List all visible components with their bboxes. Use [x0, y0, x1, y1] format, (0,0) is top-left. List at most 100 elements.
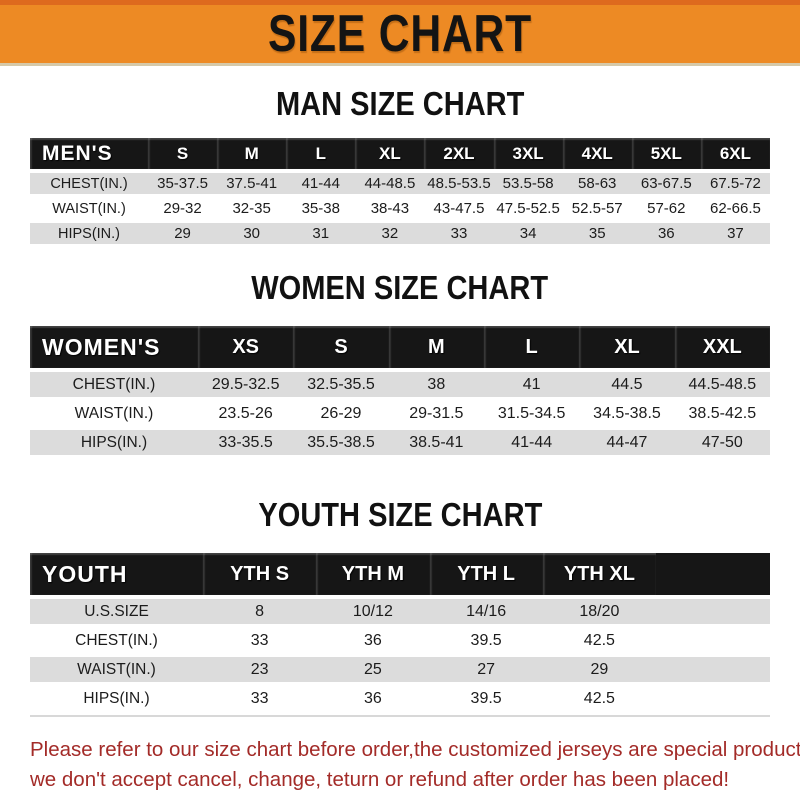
- value-cell: 29-31.5: [409, 404, 464, 422]
- value-cell: 32.5-35.5: [307, 375, 375, 393]
- row-label: HIPS(IN.): [83, 689, 150, 707]
- column-header: YTH L: [429, 553, 543, 595]
- value-cell: 41-44: [511, 433, 553, 451]
- row-label: CHEST(IN.): [50, 175, 128, 192]
- column-header: 6XL: [700, 138, 770, 169]
- value-cell: 41-44: [301, 175, 340, 192]
- value-cell: 44-47: [606, 433, 648, 451]
- value-cell: 25: [363, 660, 382, 678]
- column-header: XL: [355, 138, 425, 169]
- spacer-cell: [656, 553, 770, 595]
- value-cell: 39.5: [470, 631, 502, 649]
- table-title-cell: YOUTH: [30, 553, 203, 595]
- value-cell: 29-32: [163, 200, 202, 217]
- column-header: M: [217, 138, 287, 169]
- value-cell: 14/16: [466, 602, 507, 620]
- banner-title: SIZE CHART: [267, 5, 533, 63]
- value-cell: 39.5: [470, 689, 502, 707]
- value-cell: 44.5-48.5: [688, 375, 757, 393]
- table-row: WAIST(IN.) 23 25 27 29: [30, 657, 770, 682]
- value-cell: 35: [588, 225, 606, 242]
- row-label: WAIST(IN.): [52, 200, 126, 217]
- value-cell: 31.5-34.5: [497, 404, 566, 422]
- value-cell: 48.5-53.5: [427, 175, 491, 192]
- value-cell: 29: [590, 660, 609, 678]
- table-row: U.S.SIZE 8 10/12 14/16 18/20: [30, 599, 770, 624]
- value-cell: 35-37.5: [157, 175, 208, 192]
- table-row: HIPS(IN.) 33 36 39.5 42.5: [30, 686, 770, 711]
- value-cell: 52.5-57: [571, 200, 623, 217]
- footer-line-1: Please refer to our size chart before or…: [30, 738, 800, 761]
- column-header: 4XL: [562, 138, 632, 169]
- section-women: WOMEN SIZE CHART WOMEN'S XS S M L XL XXL CHEST(…: [0, 268, 800, 459]
- column-header: M: [388, 326, 484, 368]
- value-cell: 33: [250, 631, 269, 649]
- value-cell: 23.5-26: [218, 404, 273, 422]
- row-label: HIPS(IN.): [80, 433, 148, 451]
- value-cell: 33-35.5: [218, 433, 273, 451]
- row-label: U.S.SIZE: [84, 602, 149, 620]
- table-title-cell: MEN'S: [30, 138, 148, 169]
- value-cell: 10/12: [352, 602, 393, 620]
- value-cell: 53.5-58: [502, 175, 554, 192]
- value-cell: 23: [250, 660, 269, 678]
- youth-section-heading: YOUTH SIZE CHART: [258, 496, 542, 533]
- table-row: CHEST(IN.) 33 36 39.5 42.5: [30, 628, 770, 653]
- column-header: YTH XL: [542, 553, 656, 595]
- value-cell: 34: [519, 225, 537, 242]
- spacer-cell: [656, 599, 770, 624]
- column-header: S: [293, 326, 389, 368]
- value-cell: 18/20: [579, 602, 620, 620]
- value-cell: 42.5: [583, 631, 615, 649]
- column-header: YTH M: [316, 553, 430, 595]
- value-cell: 42.5: [583, 689, 615, 707]
- table-header-row: WOMEN'S XS S M L XL XXL: [30, 326, 770, 368]
- women-section-heading: WOMEN SIZE CHART: [251, 269, 549, 306]
- table-row: CHEST(IN.) 29.5-32.5 32.5-35.5 38 41 44.5 44.5…: [30, 372, 770, 397]
- table-header-row: YOUTH YTH S YTH M YTH L YTH XL: [30, 553, 770, 595]
- value-cell: 38.5-41: [409, 433, 464, 451]
- value-cell: 30: [243, 225, 260, 242]
- value-cell: 37: [727, 225, 744, 242]
- value-cell: 58-63: [578, 175, 617, 192]
- value-cell: 8: [255, 602, 265, 620]
- value-cell: 38-43: [370, 200, 410, 217]
- size-chart-banner: SIZE CHART: [0, 0, 800, 66]
- value-cell: 33: [450, 225, 468, 242]
- value-cell: 37.5-41: [226, 175, 278, 192]
- value-cell: 32-35: [232, 200, 271, 217]
- row-label: WAIST(IN.): [77, 660, 156, 678]
- value-cell: 26-29: [320, 404, 362, 422]
- spacer-cell: [656, 686, 770, 711]
- spacer-cell: [656, 657, 770, 682]
- section-men: MAN SIZE CHART MEN'S S M L XL 2XL 3XL 4XL 5XL 6XL…: [0, 84, 800, 248]
- value-cell: 33: [250, 689, 269, 707]
- value-cell: 47.5-52.5: [496, 200, 560, 217]
- row-label: CHEST(IN.): [72, 375, 156, 393]
- value-cell: 63-67.5: [640, 175, 692, 192]
- value-cell: 44-48.5: [364, 175, 416, 192]
- value-cell: 32: [381, 225, 399, 242]
- value-cell: 43-47.5: [433, 200, 485, 217]
- value-cell: 36: [363, 631, 382, 649]
- row-label: WAIST(IN.): [74, 404, 154, 422]
- men-size-table: MEN'S S M L XL 2XL 3XL 4XL 5XL 6XL CHEST(IN.) 35-37…: [30, 134, 770, 248]
- table-title-cell: WOMEN'S: [30, 326, 198, 368]
- value-cell: 41: [522, 375, 541, 393]
- value-cell: 31: [312, 225, 330, 242]
- section-youth: YOUTH SIZE CHART YOUTH YTH S YTH M YTH L YTH…: [0, 495, 800, 717]
- women-size-table: WOMEN'S XS S M L XL XXL CHEST(IN.) 29.5-32.5 32.5…: [30, 322, 770, 459]
- column-header: 3XL: [493, 138, 563, 169]
- value-cell: 35-38: [301, 200, 340, 217]
- value-cell: 29.5-32.5: [211, 375, 280, 393]
- table-row: HIPS(IN.) 29 30 31 32 33 34 35 36 37: [30, 223, 770, 244]
- youth-size-table: YOUTH YTH S YTH M YTH L YTH XL U.S.SIZE 8 10/12…: [30, 549, 770, 717]
- table-row: WAIST(IN.) 29-32 32-35 35-38 38-43 43-47.5 47.…: [30, 198, 770, 219]
- table-row: HIPS(IN.) 33-35.5 35.5-38.5 38.5-41 41-44 44-…: [30, 430, 770, 455]
- value-cell: 62-66.5: [710, 200, 761, 217]
- table-header-row: MEN'S S M L XL 2XL 3XL 4XL 5XL 6XL: [30, 138, 770, 169]
- value-cell: 35.5-38.5: [307, 433, 375, 451]
- value-cell: 36: [363, 689, 382, 707]
- row-label: HIPS(IN.): [57, 225, 121, 242]
- value-cell: 34.5-38.5: [593, 404, 661, 422]
